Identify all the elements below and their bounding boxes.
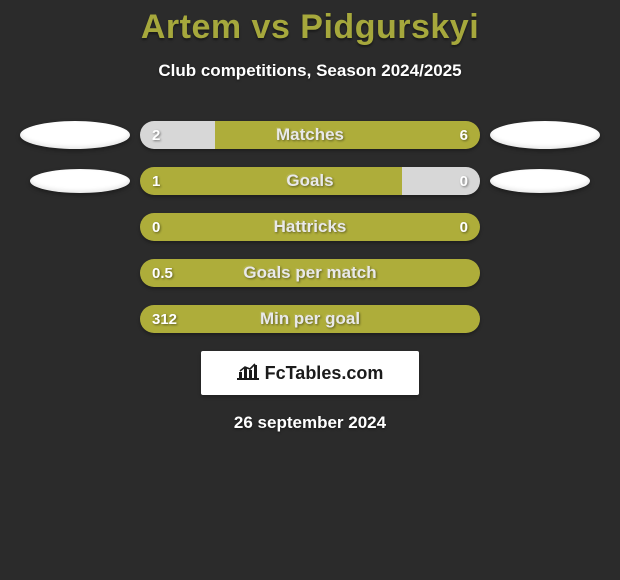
- bar-left-mpg: [140, 305, 480, 333]
- bar-track-gpm: 0.5 Goals per match: [140, 259, 480, 287]
- player-left-oval: [20, 121, 130, 149]
- value-left-goals: 1: [152, 167, 160, 195]
- player-right-oval: [490, 121, 600, 149]
- bar-left-gpm: [140, 259, 480, 287]
- bar-track-goals: 1 Goals 0: [140, 167, 480, 195]
- content-wrapper: Artem vs Pidgurskyi Club competitions, S…: [0, 0, 620, 580]
- logo-box: FcTables.com: [201, 351, 419, 395]
- stat-row-hattricks: 0 Hattricks 0: [0, 213, 620, 241]
- bar-track-matches: 2 Matches 6: [140, 121, 480, 149]
- player-left-oval: [30, 169, 130, 193]
- bar-left-goals: [140, 167, 402, 195]
- page-subtitle: Club competitions, Season 2024/2025: [0, 61, 620, 81]
- value-left-hattricks: 0: [152, 213, 160, 241]
- stats-container: 2 Matches 6 1 Goals 0: [0, 121, 620, 333]
- stat-row-matches: 2 Matches 6: [0, 121, 620, 149]
- bar-right-goals: [402, 167, 480, 195]
- value-right-hattricks: 0: [460, 213, 468, 241]
- value-left-mpg: 312: [152, 305, 177, 333]
- bar-track-mpg: 312 Min per goal: [140, 305, 480, 333]
- oval-spacer: [10, 169, 140, 193]
- stat-row-mpg: 312 Min per goal: [0, 305, 620, 333]
- value-left-matches: 2: [152, 121, 160, 149]
- stat-row-goals: 1 Goals 0: [0, 167, 620, 195]
- page-title: Artem vs Pidgurskyi: [0, 8, 620, 47]
- value-left-gpm: 0.5: [152, 259, 173, 287]
- value-right-matches: 6: [460, 121, 468, 149]
- stat-row-gpm: 0.5 Goals per match: [0, 259, 620, 287]
- bar-track-hattricks: 0 Hattricks 0: [140, 213, 480, 241]
- oval-spacer: [480, 169, 610, 193]
- player-right-oval: [490, 169, 590, 193]
- value-right-goals: 0: [460, 167, 468, 195]
- logo: FcTables.com: [237, 362, 384, 385]
- footer-date: 26 september 2024: [0, 413, 620, 433]
- chart-icon: [237, 362, 259, 385]
- bar-left-hattricks: [140, 213, 480, 241]
- logo-text: FcTables.com: [265, 363, 384, 384]
- bar-right-matches: [215, 121, 480, 149]
